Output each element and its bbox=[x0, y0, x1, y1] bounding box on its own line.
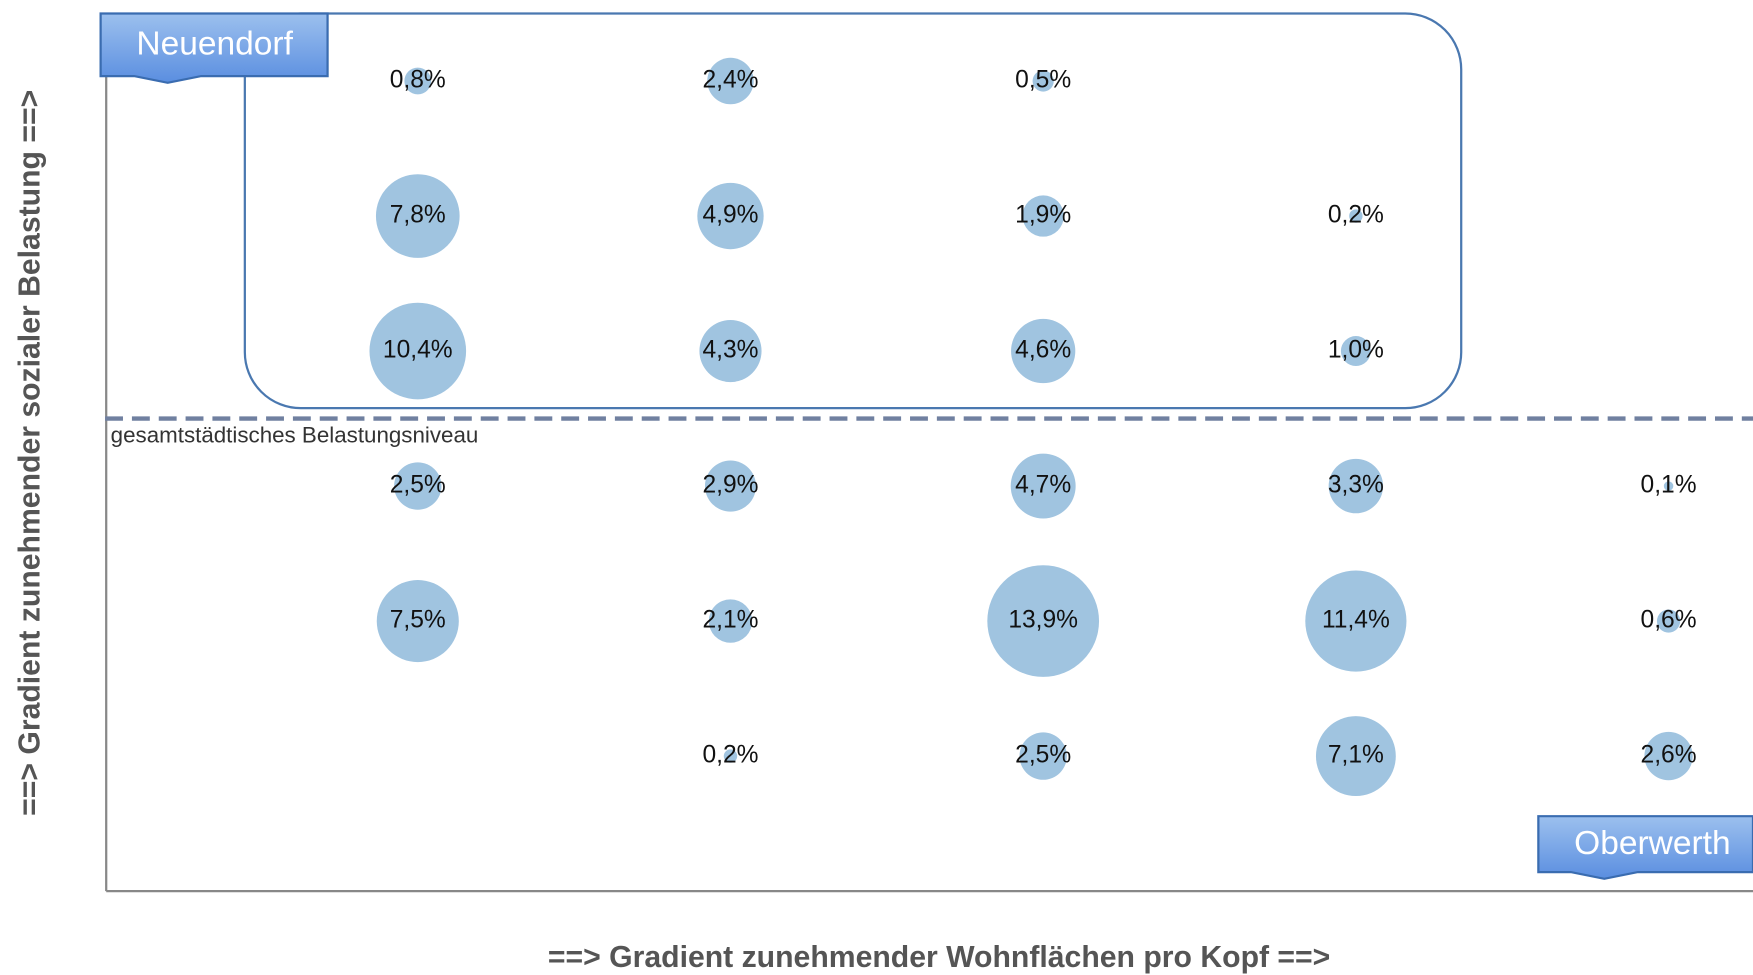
marks: gesamtstädtisches Belastungsniveau 0,8% 2,… bbox=[105, 57, 1753, 796]
data-label: 0,6% bbox=[1641, 607, 1697, 634]
bubble bbox=[697, 182, 764, 250]
x-axis-title: ==> Gradient zunehmender Wohnflächen pro… bbox=[548, 941, 1330, 974]
bubble bbox=[707, 57, 754, 105]
bubble bbox=[1349, 209, 1363, 223]
bubble bbox=[699, 319, 762, 383]
bubble bbox=[375, 174, 460, 258]
data-label: 4,9% bbox=[702, 202, 758, 229]
data-label: 7,5% bbox=[390, 607, 446, 634]
callout-box bbox=[99, 12, 329, 84]
region-frame bbox=[243, 12, 1463, 410]
data-label: 2,4% bbox=[702, 67, 758, 94]
data-label: 4,6% bbox=[1015, 337, 1071, 364]
bubble bbox=[1019, 732, 1067, 780]
data-label: 7,8% bbox=[390, 202, 446, 229]
bubble bbox=[704, 460, 756, 512]
data-label: 2,5% bbox=[390, 472, 446, 499]
bubble bbox=[723, 749, 738, 763]
data-label: 2,6% bbox=[1641, 742, 1697, 769]
data-label: 4,7% bbox=[1015, 472, 1071, 499]
bubble bbox=[1340, 336, 1371, 367]
callout-label: Oberwerth bbox=[1574, 825, 1730, 862]
reference-label: gesamtstädtisches Belastungsniveau bbox=[111, 422, 479, 447]
data-label: 0,5% bbox=[1015, 67, 1071, 94]
bubble bbox=[1663, 481, 1674, 491]
data-label: 0,2% bbox=[1328, 202, 1384, 229]
data-label: 2,9% bbox=[702, 472, 758, 499]
bubble bbox=[404, 67, 432, 95]
data-label: 0,2% bbox=[702, 742, 758, 769]
callout-box bbox=[1537, 815, 1753, 880]
data-label: 11,4% bbox=[1322, 607, 1390, 634]
data-label: 1,9% bbox=[1015, 202, 1071, 229]
data-label: 1,0% bbox=[1328, 337, 1384, 364]
data-label: 0,1% bbox=[1641, 472, 1697, 499]
bubble bbox=[1022, 195, 1064, 237]
bubble bbox=[1644, 731, 1693, 781]
callout-label: Neuendorf bbox=[136, 26, 293, 63]
bubble bbox=[369, 302, 467, 400]
bubble bbox=[394, 462, 442, 510]
bubble bbox=[708, 599, 753, 643]
bubble bbox=[1010, 453, 1076, 519]
bubble bbox=[1011, 318, 1076, 384]
bubble bbox=[1305, 570, 1407, 672]
bubble bbox=[1328, 458, 1384, 514]
data-label: 2,1% bbox=[702, 607, 758, 634]
bubble bbox=[376, 580, 459, 663]
bubble bbox=[1315, 716, 1396, 796]
data-label: 10,4% bbox=[383, 337, 453, 364]
data-label: 3,3% bbox=[1328, 472, 1384, 499]
bubble bbox=[1032, 70, 1054, 92]
data-label: 7,1% bbox=[1328, 742, 1384, 769]
bubble bbox=[987, 565, 1100, 677]
y-axis-title: ==> Gradient zunehmender sozialer Belast… bbox=[13, 90, 46, 816]
data-label: 13,9% bbox=[1008, 607, 1078, 634]
data-label: 0,8% bbox=[390, 67, 446, 94]
bubble bbox=[1656, 609, 1681, 633]
data-label: 4,3% bbox=[702, 337, 758, 364]
data-label: 2,5% bbox=[1015, 742, 1071, 769]
